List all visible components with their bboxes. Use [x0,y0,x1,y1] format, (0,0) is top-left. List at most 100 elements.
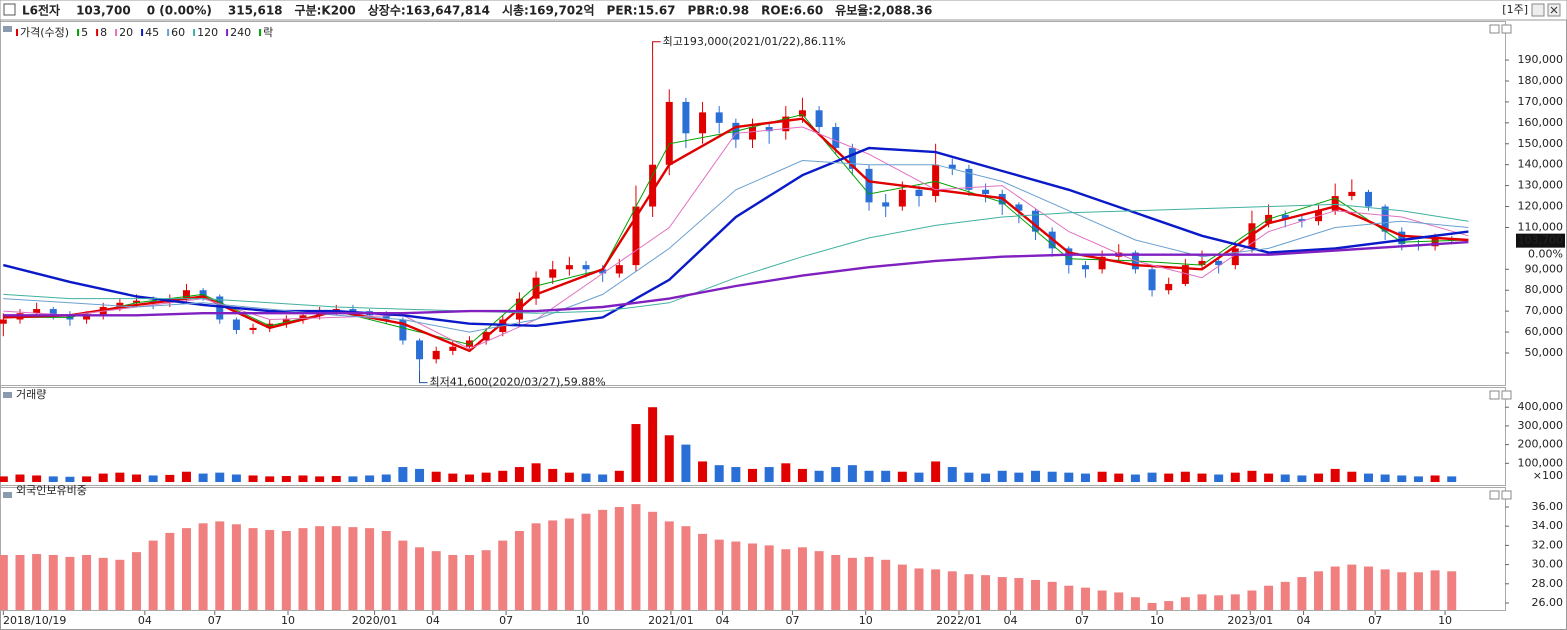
candle-body [915,189,923,197]
candle-body [549,269,557,278]
period[interactable]: [1주] [1502,3,1528,16]
bar [464,554,474,610]
panel-icon[interactable] [3,492,12,498]
annotation-arrow [419,370,428,384]
x-tick-label: 07 [499,614,513,627]
bar [15,554,25,610]
panel-button[interactable] [1501,390,1512,400]
bar [664,521,674,610]
legend-swatch [115,29,118,36]
bar [1363,473,1373,482]
candle-body [1398,231,1406,245]
bar [165,532,175,610]
legend-label: 8 [100,26,107,39]
bar [514,467,524,482]
legend-label: 60 [171,26,185,39]
panel-button[interactable] [1501,24,1512,34]
header-item: 0 (0.00%) [147,4,212,18]
x-tick-label: 04 [716,614,730,627]
legend-label: 20 [119,26,133,39]
candle-body [965,168,973,190]
y-tick-label: 300,000 [1518,419,1564,432]
candle-body [382,315,390,320]
bar [381,530,391,610]
x-tick-label: 04 [1297,614,1311,627]
bar [265,530,275,610]
bar [831,554,841,610]
bar [1330,566,1340,610]
candle-body [349,309,357,312]
x-tick-label: 10 [576,614,590,627]
panel-button[interactable] [1501,490,1512,500]
header-info: L6전자 103,700 0 (0.00%) 315,618 구분:K200 상장수:16… [22,3,932,18]
bar [0,476,8,482]
candle-body [948,164,956,169]
legend-swatch [77,29,80,36]
bar [365,528,375,610]
bar [1080,587,1090,610]
panel-icon[interactable] [3,392,12,398]
restore-button[interactable] [1531,3,1545,17]
panel-button[interactable] [1489,24,1500,34]
bar [215,521,225,610]
bar [1230,594,1240,610]
y-tick-label: 170,000 [1518,95,1564,108]
bar [1247,470,1257,482]
bar [315,526,325,610]
candle-body [1165,283,1173,291]
bar [1197,473,1207,482]
candle-body [715,112,723,123]
candle-body [116,302,124,307]
bar [1130,474,1140,482]
bar [631,504,641,610]
candle-body [1231,248,1239,266]
panel-icon[interactable] [3,26,12,32]
legend-swatch [259,29,262,36]
candle-body [532,277,540,299]
bar [1430,570,1440,610]
candle-body [232,319,240,330]
legend-label: 120 [197,26,218,39]
header-item: PBR:0.98 [688,4,750,18]
checkbox[interactable] [3,3,16,16]
bar [764,545,774,610]
bar [82,476,92,482]
bar [398,540,408,610]
bar [1363,566,1373,610]
bar [481,550,491,610]
bar [698,533,708,610]
bar [1031,579,1041,610]
bar [331,526,341,610]
y-tick-label: 32.00 [1532,538,1564,551]
header-item: 상장수:163,647,814 [368,3,490,18]
bar [881,559,891,610]
candle-body [898,189,906,207]
x-tick-label: 2018/10/19 [3,614,66,627]
candle-body [1431,237,1439,247]
candle-body [249,327,257,330]
candle-body [665,101,673,165]
candle-body [0,319,7,324]
bar [415,547,425,610]
moving-average [3,146,1469,328]
candle-body [399,319,407,341]
bar [864,556,874,610]
bar [1247,590,1257,610]
candle-body [649,164,657,207]
x-tick-label: 10 [281,614,295,627]
candle-body [449,346,457,351]
panel-button[interactable] [1489,490,1500,500]
candle-body [1198,260,1206,266]
bar [348,527,358,610]
bar [531,463,541,482]
bar [231,524,241,610]
bar [115,559,125,610]
bar [298,528,308,610]
bar [947,467,957,482]
bar [82,554,92,610]
bar [1130,597,1140,610]
bar [231,474,241,482]
candle-body [782,116,790,132]
panel-button[interactable] [1489,390,1500,400]
